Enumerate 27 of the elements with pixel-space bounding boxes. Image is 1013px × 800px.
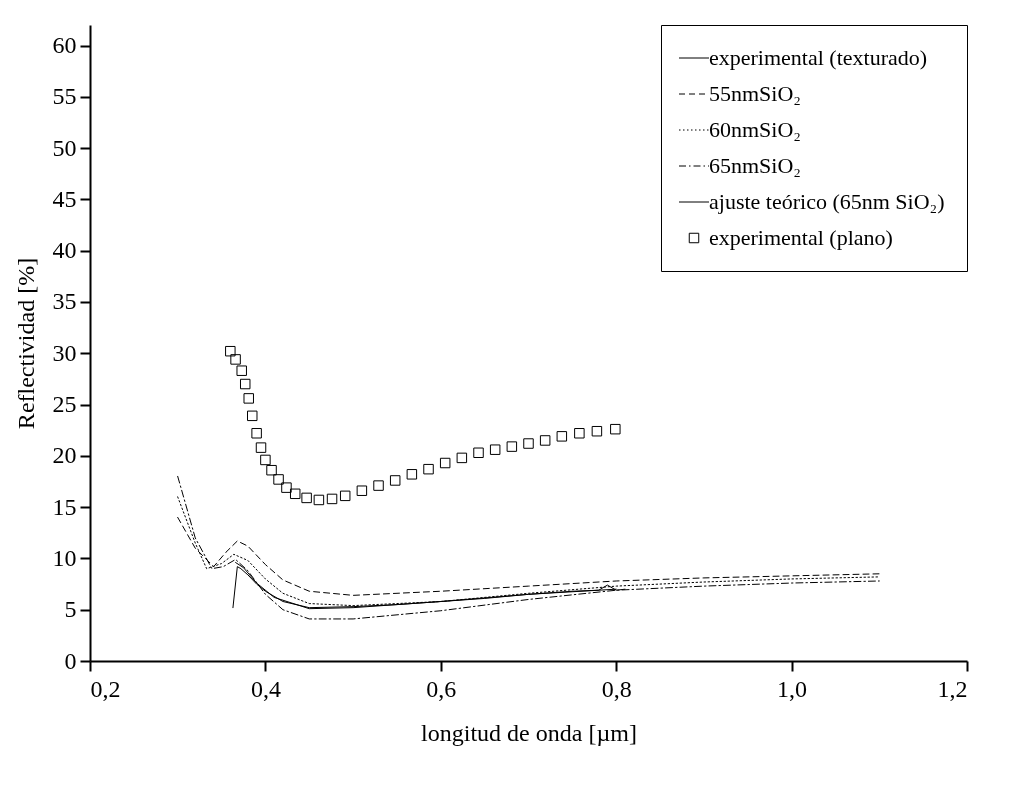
y-tick-label: 5 (64, 596, 77, 623)
y-tick-label: 60 (52, 32, 77, 59)
y-tick-label: 10 (52, 544, 77, 571)
y-tick-label: 50 (52, 134, 77, 161)
x-axis-title: longitud de onda [µm] (421, 719, 637, 746)
y-tick-label: 20 (52, 442, 77, 469)
legend-label: ajuste teórico (65nm SiO₂) (709, 189, 945, 214)
y-tick-label: 45 (52, 185, 77, 212)
x-tick-label: 1,0 (777, 675, 808, 702)
y-axis-title: Reflectividad [%] (12, 257, 39, 430)
x-tick-label: 0,4 (250, 675, 281, 702)
legend-label: 65nmSiO₂ (709, 153, 802, 178)
y-tick-label: 25 (52, 391, 77, 418)
legend-label: experimental (texturado) (709, 45, 928, 70)
x-tick-label: 1,2 (937, 675, 968, 702)
x-tick-label: 0,6 (426, 675, 457, 702)
x-tick-label: 0,8 (601, 675, 632, 702)
legend-label: experimental (plano) (709, 225, 893, 250)
legend-label: 55nmSiO₂ (709, 81, 802, 106)
y-tick-label: 40 (52, 237, 77, 264)
y-tick-label: 15 (52, 493, 77, 520)
y-tick-label: 30 (52, 339, 77, 366)
x-tick-label: 0,2 (90, 675, 121, 702)
y-tick-label: 0 (64, 647, 77, 674)
y-tick-label: 55 (52, 83, 77, 110)
y-tick-label: 35 (52, 288, 77, 315)
legend-label: 60nmSiO₂ (709, 117, 802, 142)
